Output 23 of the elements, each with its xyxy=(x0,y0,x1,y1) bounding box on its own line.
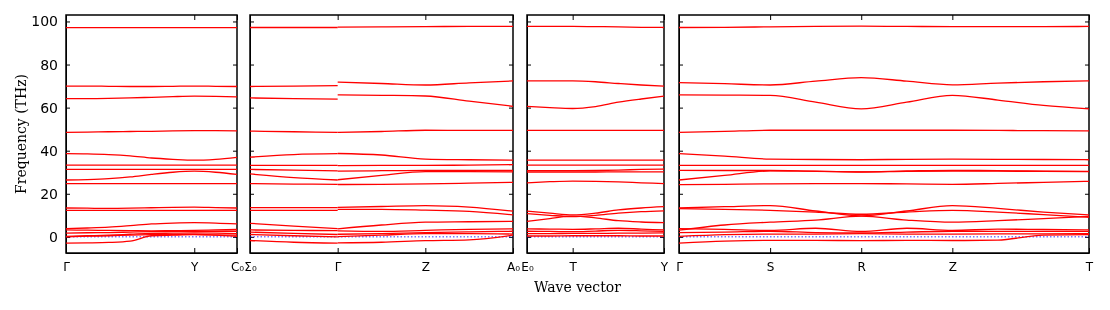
y-tick-label: 80 xyxy=(40,56,58,73)
x-tick-label: Y xyxy=(190,259,200,274)
x-tick-label: T xyxy=(568,259,578,274)
x-tick-label: Y xyxy=(659,259,669,274)
x-tick-label: Z xyxy=(421,259,430,274)
y-tick-label: 60 xyxy=(40,99,58,116)
y-tick-label: 0 xyxy=(49,228,58,245)
x-axis-title: Wave vector xyxy=(534,279,622,295)
y-axis-title: Frequency (THz) xyxy=(13,73,29,195)
y-tick-label: 20 xyxy=(40,185,58,202)
x-tick-label: Σ₀ xyxy=(244,259,257,274)
y-tick-label: 100 xyxy=(31,13,58,30)
x-tick-label: R xyxy=(857,259,866,274)
x-tick-label: E₀ xyxy=(521,259,534,274)
x-tick-label: A₀ xyxy=(506,259,521,274)
x-tick-label: Z xyxy=(948,259,957,274)
x-tick-label: S xyxy=(766,259,775,274)
x-tick-label: Γ xyxy=(334,259,342,274)
x-tick-label: C₀ xyxy=(230,259,245,274)
x-tick-label: Γ xyxy=(676,259,684,274)
x-tick-label: T xyxy=(1084,259,1094,274)
x-tick-label: Γ xyxy=(63,259,71,274)
y-tick-label: 40 xyxy=(40,142,58,159)
